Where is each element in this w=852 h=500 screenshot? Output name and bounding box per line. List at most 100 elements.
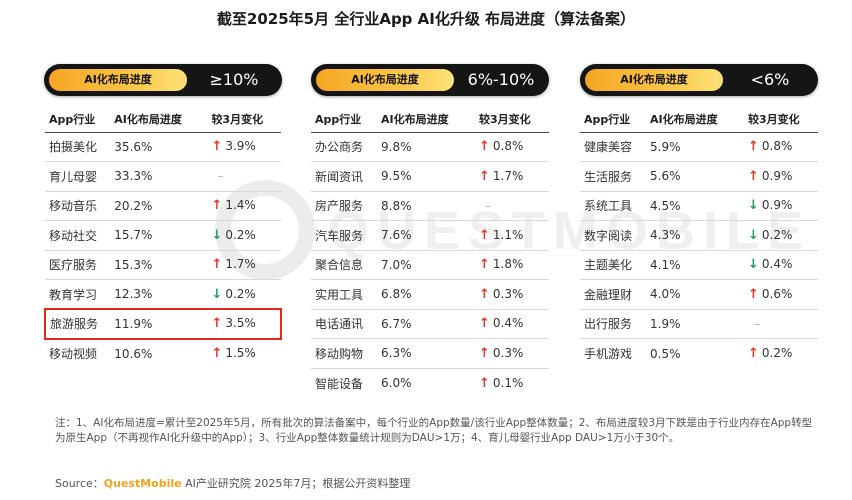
change-cell: ↓ 0.2% bbox=[197, 220, 281, 251]
table-row: 办公商务 9.8% ↑ 0.8% bbox=[311, 132, 549, 162]
change-value: 0.1% bbox=[492, 375, 524, 390]
change-cell: ↑ 1.7% bbox=[197, 250, 281, 280]
progress-cell: 33.3% bbox=[110, 161, 198, 192]
table-row: 房产服务 8.8% – bbox=[311, 191, 549, 221]
arrow-down-icon: ↓ bbox=[748, 257, 759, 273]
table-header-row: App行业 AI化布局进度 较3月变化 bbox=[311, 106, 549, 133]
column-header: App行业 bbox=[45, 106, 111, 133]
industry-cell: 出行服务 bbox=[580, 309, 646, 339]
table-row: 电话通讯 6.7% ↑ 0.4% bbox=[311, 309, 549, 339]
arrow-down-icon: ↓ bbox=[748, 198, 759, 214]
change-cell: – bbox=[734, 309, 818, 339]
table-row: 数字阅读 4.3% ↓ 0.2% bbox=[580, 220, 818, 251]
arrow-down-icon: ↓ bbox=[748, 227, 759, 243]
change-cell: ↑ 0.8% bbox=[465, 132, 549, 162]
table-row: 育儿母婴 33.3% – bbox=[45, 161, 281, 192]
industry-cell: 房产服务 bbox=[311, 191, 377, 221]
table-row: 移动社交 15.7% ↓ 0.2% bbox=[45, 220, 281, 251]
table-row: 移动购物 6.3% ↑ 0.3% bbox=[311, 338, 549, 369]
table-row: 移动音乐 20.2% ↑ 1.4% bbox=[45, 191, 281, 221]
column-header: 较3月变化 bbox=[197, 106, 281, 133]
change-value: – bbox=[217, 169, 224, 184]
progress-cell: 35.6% bbox=[110, 132, 198, 162]
progress-cell: 5.6% bbox=[646, 161, 734, 192]
arrow-up-icon: ↑ bbox=[479, 168, 490, 184]
industry-cell: 新闻资讯 bbox=[311, 161, 377, 192]
change-cell: – bbox=[465, 191, 549, 221]
industry-cell: 系统工具 bbox=[580, 191, 646, 221]
progress-cell: 10.6% bbox=[114, 346, 153, 361]
change-value: 0.4% bbox=[492, 316, 524, 331]
change-value: 1.7% bbox=[492, 168, 524, 183]
table-row: 生活服务 5.6% ↑ 0.9% bbox=[580, 161, 818, 192]
change-cell: ↑ 1.8% bbox=[465, 250, 549, 280]
arrow-up-icon: ↑ bbox=[479, 227, 490, 243]
industry-cell: 金融理财 bbox=[580, 279, 646, 310]
progress-cell: 11.9% bbox=[110, 308, 198, 340]
table-row: 汽车服务 7.6% ↑ 1.1% bbox=[311, 220, 549, 251]
change-value: – bbox=[485, 198, 491, 213]
change-value: 0.2% bbox=[225, 286, 256, 301]
source-line: Source：QuestMobile AI产业研究院 2025年7月；根据公开资… bbox=[55, 475, 410, 491]
change-value: 0.3% bbox=[492, 286, 524, 301]
progress-cell: 6.7% bbox=[377, 309, 465, 339]
change-cell: ↑ 1.1% bbox=[465, 220, 549, 251]
arrow-down-icon: ↓ bbox=[211, 227, 223, 243]
progress-cell: 7.6% bbox=[377, 220, 465, 251]
column-header: 较3月变化 bbox=[734, 106, 818, 133]
progress-cell: 4.5% bbox=[646, 191, 734, 221]
progress-cell: 4.1% bbox=[646, 250, 734, 280]
table-panel: AI化布局进度 6%-10% App行业 AI化布局进度 较3月变化 办公商务 9.8% ↑ 0… bbox=[311, 64, 549, 398]
table-row: 教育学习 12.3% ↓ 0.2% bbox=[45, 279, 281, 310]
industry-cell: 移动社交 bbox=[45, 220, 111, 251]
change-value: 0.2% bbox=[761, 227, 793, 242]
table-panel: AI化布局进度 ≥10% App行业 AI化布局进度 较3月变化 拍摄美化 35.6% ↑ 3.… bbox=[43, 64, 282, 369]
progress-cell: 4.3% bbox=[646, 220, 734, 251]
change-cell: ↓ 0.9% bbox=[734, 191, 818, 221]
industry-cell: 主题美化 bbox=[580, 250, 646, 280]
progress-cell: 15.3% bbox=[110, 250, 198, 280]
industry-cell: 电话通讯 bbox=[311, 309, 377, 339]
change-cell: ↑ 3.5% bbox=[197, 308, 282, 340]
column-header: AI化布局进度 bbox=[646, 106, 734, 133]
table-header-row: App行业 AI化布局进度 较3月变化 bbox=[580, 106, 818, 133]
progress-cell: 8.8% bbox=[377, 191, 465, 221]
column-header: AI化布局进度 bbox=[377, 106, 465, 133]
change-value: 0.3% bbox=[492, 345, 524, 360]
change-cell: ↑ 1.7% bbox=[465, 161, 549, 192]
industry-cell: 生活服务 bbox=[580, 161, 646, 192]
industry-cell: 智能设备 bbox=[315, 376, 364, 391]
progress-cell: 9.5% bbox=[377, 161, 465, 192]
range-label: 6%-10% bbox=[467, 70, 535, 89]
table-row: 健康美容 5.9% ↑ 0.8% bbox=[580, 132, 818, 162]
arrow-up-icon: ↑ bbox=[748, 286, 759, 302]
industry-cell: 移动购物 bbox=[311, 338, 377, 369]
change-value: 0.2% bbox=[225, 227, 256, 242]
range-label: ≥10% bbox=[209, 70, 259, 89]
column-header: App行业 bbox=[580, 106, 646, 133]
change-cell: ↓ 0.2% bbox=[197, 279, 281, 310]
range-header: AI化布局进度 <6% bbox=[580, 64, 818, 96]
change-value: 0.4% bbox=[761, 257, 793, 272]
change-cell: ↑ 0.4% bbox=[465, 309, 549, 339]
industry-cell: 实用工具 bbox=[311, 279, 377, 310]
industry-table: App行业 AI化布局进度 较3月变化 健康美容 5.9% ↑ 0.8% 生活服务 5.6% ↑ 0… bbox=[580, 106, 818, 368]
change-value: 0.8% bbox=[492, 139, 524, 154]
table-row: 聚合信息 7.0% ↑ 1.8% bbox=[311, 250, 549, 280]
progress-cell: 1.9% bbox=[646, 309, 734, 339]
table-row: 拍摄美化 35.6% ↑ 3.9% bbox=[45, 132, 281, 162]
industry-cell: 医疗服务 bbox=[45, 250, 111, 280]
change-value: 1.7% bbox=[225, 257, 256, 272]
table-row: 新闻资讯 9.5% ↑ 1.7% bbox=[311, 161, 549, 192]
change-cell: ↑ 1.5% bbox=[197, 339, 281, 369]
industry-cell: 移动视频 bbox=[49, 347, 98, 362]
industry-cell: 数字阅读 bbox=[580, 220, 646, 251]
table-header-row: App行业 AI化布局进度 较3月变化 bbox=[45, 106, 281, 133]
industry-cell: 旅游服务 bbox=[43, 308, 111, 340]
change-value: 1.5% bbox=[225, 346, 256, 361]
progress-cell: 5.9% bbox=[646, 132, 734, 162]
range-header: AI化布局进度 ≥10% bbox=[44, 64, 282, 96]
change-value: 3.5% bbox=[225, 316, 256, 331]
industry-cell: 健康美容 bbox=[580, 132, 646, 162]
change-value: 0.9% bbox=[761, 198, 793, 213]
